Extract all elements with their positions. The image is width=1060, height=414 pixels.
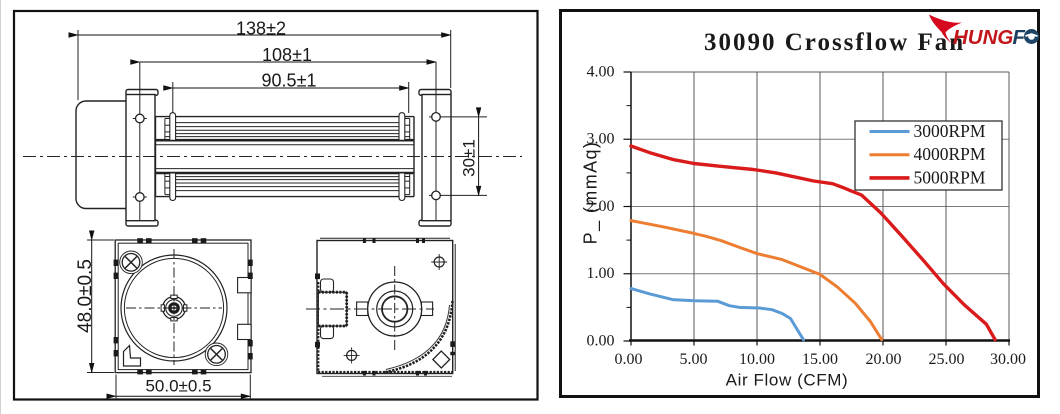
svg-text:0.00: 0.00 (587, 333, 615, 350)
svg-text:30±1: 30±1 (460, 139, 479, 177)
svg-text:108±1: 108±1 (262, 45, 312, 65)
svg-text:30090 Crossflow Fan: 30090 Crossflow Fan (704, 29, 965, 56)
svg-text:30.00: 30.00 (990, 351, 1026, 368)
svg-text:138±2: 138±2 (236, 19, 286, 39)
svg-text:48.0±0.5: 48.0±0.5 (75, 259, 96, 333)
svg-text:Air Flow (CFM): Air Flow (CFM) (726, 371, 849, 390)
svg-text:1.00: 1.00 (587, 265, 615, 282)
svg-text:3000RPM: 3000RPM (914, 121, 986, 141)
svg-text:25.00: 25.00 (929, 351, 965, 368)
svg-text:10.00: 10.00 (739, 351, 775, 368)
svg-text:50.0±0.5: 50.0±0.5 (145, 377, 211, 396)
svg-text:2.00: 2.00 (587, 198, 615, 215)
svg-text:4.00: 4.00 (587, 63, 615, 80)
svg-text:P_ (mmAq): P_ (mmAq) (581, 141, 602, 245)
svg-text:5000RPM: 5000RPM (914, 167, 986, 187)
svg-text:15.00: 15.00 (802, 351, 838, 368)
svg-text:HUNG: HUNG (953, 26, 1013, 49)
svg-text:3.00: 3.00 (587, 131, 615, 148)
svg-text:20.00: 20.00 (866, 351, 902, 368)
svg-text:F: F (1013, 26, 1026, 49)
svg-text:4000RPM: 4000RPM (914, 144, 986, 164)
svg-text:5.00: 5.00 (680, 351, 708, 368)
svg-text:0.00: 0.00 (615, 351, 643, 368)
svg-text:90.5±1: 90.5±1 (262, 71, 317, 91)
